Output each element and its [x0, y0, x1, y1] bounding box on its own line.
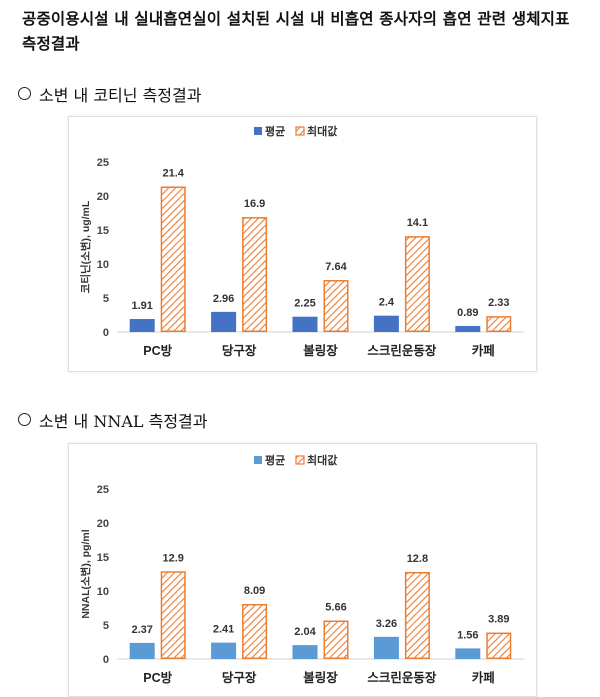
x-category-label: 당구장 — [222, 670, 257, 685]
y-tick-label: 10 — [97, 586, 109, 598]
x-category-label: 스크린운동장 — [367, 670, 437, 685]
legend-label-avg: 평균 — [265, 124, 285, 138]
bar-max — [242, 217, 268, 332]
section-heading-nnal: 소변 내 NNAL 측정결과 — [18, 408, 207, 432]
data-label-max: 8.09 — [244, 585, 265, 597]
data-label-max: 16.9 — [244, 198, 265, 210]
page-title: 공중이용시설 내 실내흡연실이 설치된 시설 내 비흡연 종사자의 흡연 관련 … — [22, 9, 570, 53]
y-tick-label: 5 — [103, 620, 109, 632]
x-category-label: 스크린운동장 — [367, 343, 437, 358]
cotinine-chart: 평균 최대값 0 5 10 15 20 25 코티닌(소변), ug/mL 1.91 21.4 PC방… — [68, 116, 537, 372]
y-tick-label: 25 — [97, 157, 109, 169]
data-label-avg: 0.89 — [457, 307, 478, 319]
data-label-max: 12.9 — [162, 552, 183, 564]
nnal-chart-svg: 평균 최대값 0 5 10 15 20 25 NNAL(소변), pg/ml 2.37 12.9 PC… — [79, 453, 524, 685]
circle-bullet-icon — [18, 87, 31, 100]
data-label-max: 3.89 — [488, 614, 509, 626]
bar-avg — [211, 642, 237, 659]
legend-swatch-max — [295, 126, 305, 136]
legend-swatch-max — [295, 455, 305, 465]
data-label-max: 12.8 — [407, 553, 428, 565]
data-label-avg: 2.04 — [294, 626, 316, 638]
bar-avg — [455, 648, 481, 659]
section-heading-cotinine: 소변 내 코티닌 측정결과 — [18, 82, 201, 106]
bar-max — [404, 236, 430, 332]
y-tick-label: 15 — [97, 225, 109, 237]
legend-label-max: 최대값 — [307, 453, 337, 467]
x-category-label: 카페 — [472, 343, 495, 358]
bar-max — [323, 620, 349, 659]
y-tick-label: 5 — [103, 293, 109, 305]
bar-max — [486, 316, 512, 333]
bar-max — [160, 186, 186, 333]
data-label-avg: 2.96 — [213, 293, 234, 305]
y-tick-label: 15 — [97, 552, 109, 564]
data-label-max: 7.64 — [325, 261, 347, 273]
x-category-label: 카페 — [472, 670, 495, 685]
bar-max — [323, 280, 349, 333]
cotinine-chart-svg: 평균 최대값 0 5 10 15 20 25 코티닌(소변), ug/mL 1.91 21.4 PC방… — [79, 124, 524, 358]
bar-avg — [292, 316, 318, 332]
legend-swatch-avg — [254, 456, 262, 464]
x-category-label: PC방 — [143, 670, 172, 685]
bar-max — [242, 603, 268, 660]
bar-avg — [211, 311, 237, 332]
bar-max — [160, 571, 186, 659]
x-category-label: 볼링장 — [303, 343, 338, 358]
y-tick-label: 25 — [97, 484, 109, 496]
y-tick-label: 10 — [97, 259, 109, 271]
data-label-max: 14.1 — [407, 217, 428, 229]
nnal-chart: 평균 최대값 0 5 10 15 20 25 NNAL(소변), pg/ml 2.37 12.9 PC… — [68, 443, 537, 697]
x-category-label: 볼링장 — [303, 670, 338, 685]
data-label-max: 21.4 — [162, 167, 184, 179]
data-label-avg: 2.37 — [131, 624, 152, 636]
section-heading-text: 소변 내 코티닌 측정결과 — [39, 86, 202, 105]
legend: 평균 최대값 — [254, 453, 337, 467]
y-tick-label: 0 — [103, 327, 109, 339]
x-category-label: PC방 — [143, 343, 172, 358]
data-label-avg: 1.91 — [131, 300, 152, 312]
data-label-avg: 2.41 — [213, 624, 234, 636]
data-label-max: 2.33 — [488, 297, 509, 309]
section-heading-text: 소변 내 NNAL 측정결과 — [39, 412, 208, 431]
data-label-avg: 2.4 — [379, 297, 395, 309]
bar-avg — [129, 642, 155, 659]
bar-max — [486, 632, 512, 660]
data-label-avg: 2.25 — [294, 298, 315, 310]
y-tick-label: 20 — [97, 518, 109, 530]
legend-swatch-avg — [254, 127, 262, 135]
legend-label-avg: 평균 — [265, 453, 285, 467]
x-category-label: 당구장 — [222, 343, 257, 358]
legend: 평균 최대값 — [254, 124, 337, 138]
bar-avg — [373, 315, 399, 332]
y-axis-label: NNAL(소변), pg/ml — [79, 529, 92, 618]
data-label-avg: 3.26 — [376, 618, 397, 630]
y-tick-label: 0 — [103, 654, 109, 666]
y-axis-label: 코티닌(소변), ug/mL — [79, 200, 92, 293]
bar-max — [404, 571, 430, 660]
y-tick-label: 20 — [97, 191, 109, 203]
data-label-avg: 1.56 — [457, 629, 478, 641]
legend-label-max: 최대값 — [307, 124, 337, 138]
bar-avg — [455, 325, 481, 332]
bar-avg — [292, 645, 318, 659]
data-label-max: 5.66 — [325, 602, 346, 614]
bar-avg — [129, 319, 155, 332]
circle-bullet-icon — [18, 413, 31, 426]
bar-avg — [373, 636, 399, 659]
